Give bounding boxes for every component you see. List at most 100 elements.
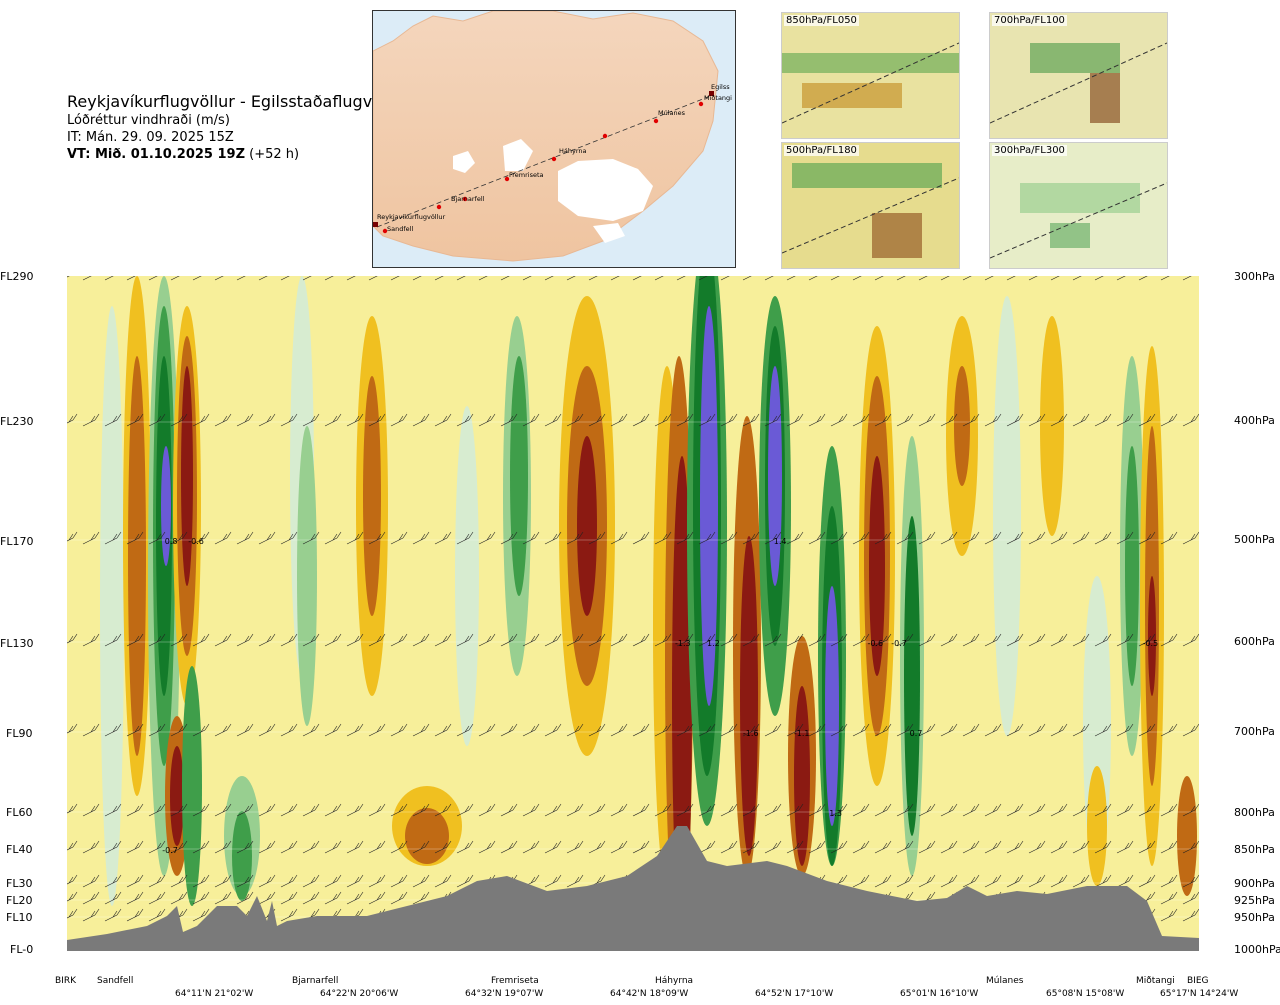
barb-staff xyxy=(1006,880,1020,888)
barb-staff xyxy=(940,846,954,854)
barb-flag xyxy=(354,533,360,541)
barb-staff xyxy=(258,809,272,817)
wind-barb xyxy=(346,803,364,817)
wind-barb xyxy=(786,276,796,281)
barb-flag xyxy=(354,842,360,850)
barb-flag xyxy=(1080,725,1086,733)
barb-flag xyxy=(1194,891,1199,899)
barb-staff xyxy=(588,809,602,817)
barb-flag xyxy=(948,842,954,850)
barb-staff xyxy=(126,419,140,427)
barb-staff xyxy=(896,809,910,817)
barb-flag xyxy=(798,840,804,848)
route-point xyxy=(698,101,704,107)
wind-barb xyxy=(632,531,650,545)
wind-barb xyxy=(874,840,892,854)
barb-staff xyxy=(82,537,96,545)
barb-flag xyxy=(1190,842,1196,850)
barb-flag xyxy=(600,840,606,848)
barb-staff xyxy=(302,897,316,905)
wind-barb xyxy=(214,413,232,427)
barb-flag xyxy=(204,908,210,916)
wind-barb xyxy=(148,531,166,545)
barb-flag xyxy=(1018,413,1024,421)
barb-flag xyxy=(1106,803,1112,811)
barb-staff xyxy=(236,276,246,281)
wind-barb xyxy=(588,803,606,817)
wind-barb xyxy=(676,531,694,545)
velocity-band xyxy=(181,366,193,586)
barb-staff xyxy=(412,419,426,427)
wind-barb xyxy=(214,276,224,281)
velocity-band xyxy=(1148,576,1156,696)
wind-barb xyxy=(82,413,100,427)
wind-barb xyxy=(1094,723,1112,737)
barb-flag xyxy=(134,725,140,733)
barb-staff xyxy=(852,809,866,817)
velocity-band xyxy=(577,436,597,616)
barb-flag xyxy=(842,413,848,421)
barb-flag xyxy=(72,840,78,848)
wind-barb xyxy=(764,633,782,647)
wind-barb xyxy=(236,276,246,281)
barb-staff xyxy=(566,639,580,647)
barb-flag xyxy=(662,725,668,733)
barb-flag xyxy=(1036,725,1042,733)
barb-flag xyxy=(402,803,408,811)
wind-barb xyxy=(148,413,166,427)
barb-staff xyxy=(258,897,272,905)
barb-flag xyxy=(310,533,316,541)
barb-flag xyxy=(578,874,584,882)
barb-flag xyxy=(1080,876,1086,884)
barb-flag xyxy=(1172,891,1178,899)
barb-flag xyxy=(820,633,826,641)
barb-flag xyxy=(288,876,294,884)
thumbnail-300hpa[interactable]: 300hPa/FL300 xyxy=(989,142,1168,269)
barb-flag xyxy=(992,876,998,884)
wind-barb xyxy=(126,633,144,647)
barb-flag xyxy=(512,531,518,539)
thumbnail-700hpa[interactable]: 700hPa/FL100 xyxy=(989,12,1168,139)
barb-staff xyxy=(808,729,822,737)
barb-flag xyxy=(904,842,910,850)
barb-flag xyxy=(358,531,364,539)
barb-flag xyxy=(112,415,118,423)
barb-flag xyxy=(530,533,536,541)
barb-staff xyxy=(170,897,184,905)
wind-barb xyxy=(742,803,760,817)
barb-staff xyxy=(786,809,800,817)
barb-staff xyxy=(170,537,184,545)
wind-barb xyxy=(192,413,210,427)
barb-flag xyxy=(816,415,822,423)
barb-staff xyxy=(918,809,932,817)
thumbnail-image xyxy=(782,13,959,138)
barb-flag xyxy=(204,891,210,899)
barb-flag xyxy=(336,413,342,421)
route-point xyxy=(551,156,557,162)
barb-flag xyxy=(402,874,408,882)
barb-staff xyxy=(588,639,602,647)
barb-flag xyxy=(974,803,980,811)
barb-flag xyxy=(1014,805,1020,813)
wind-barb xyxy=(214,803,232,817)
barb-flag xyxy=(882,635,888,643)
wind-barb xyxy=(280,531,298,545)
wind-barb xyxy=(148,908,166,922)
barb-flag xyxy=(684,533,690,541)
route-line xyxy=(376,94,714,228)
barb-staff xyxy=(1116,419,1130,427)
barb-flag xyxy=(1168,842,1174,850)
wind-barb xyxy=(126,531,144,545)
wind-barb xyxy=(874,874,892,888)
wind-barb xyxy=(67,840,78,851)
y-label-fl: FL290 xyxy=(0,270,34,283)
thumbnail-850hpa[interactable]: 850hPa/FL050 xyxy=(781,12,960,139)
y-label-hpa: 850hPa xyxy=(1234,843,1275,856)
barb-flag xyxy=(90,910,96,918)
thumbnail-500hpa[interactable]: 500hPa/FL180 xyxy=(781,142,960,269)
barb-staff xyxy=(1182,914,1196,922)
wind-barb xyxy=(324,633,342,647)
barb-flag xyxy=(596,842,602,850)
value-label: -1.3 xyxy=(675,639,691,648)
barb-flag xyxy=(1036,876,1042,884)
